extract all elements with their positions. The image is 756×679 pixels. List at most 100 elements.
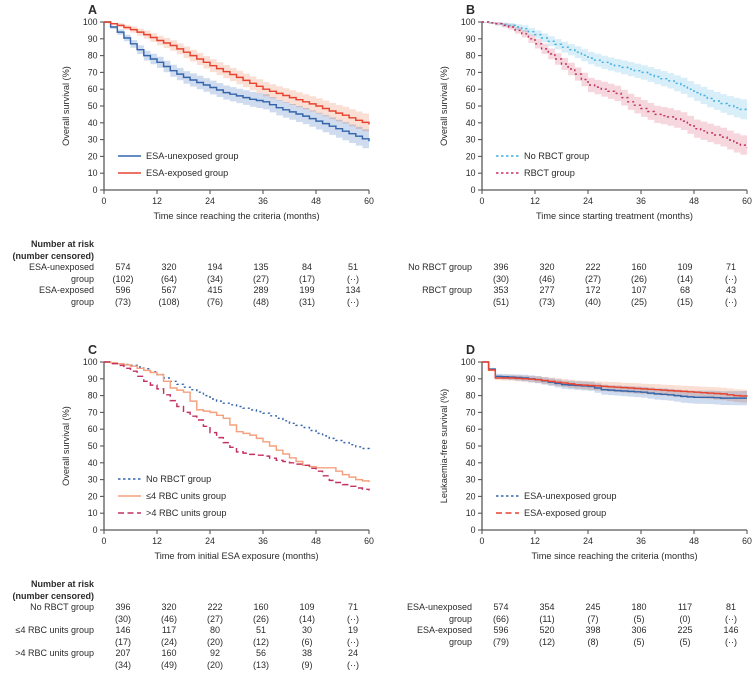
risk-count: 135 — [253, 262, 269, 272]
risk-count: 199 — [299, 285, 315, 295]
risk-count: 567 — [161, 285, 177, 295]
risk-row-label-cont: group — [70, 273, 94, 284]
risk-censored: (8) — [587, 636, 599, 647]
risk-table: No RBCT group 396 320 222 160 109 71 (30) (46) (2… — [0, 602, 378, 671]
risk-header-line2: (number censored) — [12, 590, 94, 601]
risk-row-label-cont: group — [70, 296, 94, 307]
risk-count: 38 — [301, 648, 312, 658]
legend-label: ESA-unexposed group — [524, 491, 616, 501]
x-tick-label: 12 — [152, 196, 162, 206]
risk-row-label-cont — [378, 297, 478, 309]
risk-censored: (12) — [252, 636, 269, 647]
y-tick-label: 40 — [88, 118, 98, 128]
risk-censored: (27) — [206, 613, 223, 624]
risk-censored: (14) — [676, 273, 693, 284]
risk-count: 81 — [725, 602, 736, 612]
legend: No RBCT group RBCT group — [496, 151, 589, 178]
risk-censored: (24) — [160, 636, 177, 647]
legend-label: No RBCT group — [146, 474, 211, 484]
x-axis-title: Time from initial ESA exposure (months) — [154, 551, 318, 561]
risk-count: 51 — [255, 625, 266, 635]
x-tick-label: 24 — [583, 196, 593, 206]
risk-count: 160 — [161, 648, 177, 658]
y-tick-label: 30 — [466, 135, 476, 145]
risk-count: 160 — [253, 602, 269, 612]
y-tick-label: 50 — [466, 441, 476, 451]
y-tick-label: 0 — [471, 185, 476, 195]
y-tick-label: 100 — [83, 357, 98, 367]
series-line-rbct-group — [482, 21, 748, 148]
risk-row-label: ESA-exposed — [416, 625, 472, 635]
y-tick-label: 60 — [466, 424, 476, 434]
risk-slot-D: Number at risk(number censored)ESA-unexp… — [378, 579, 756, 648]
risk-censored: (··) — [347, 273, 359, 284]
risk-censored: (102) — [112, 273, 134, 284]
risk-censored: (0) — [679, 613, 691, 624]
risk-slot-A: Number at risk (number censored) ESA-unexp… — [0, 239, 378, 308]
risk-row-label-cont: group — [448, 636, 472, 647]
risk-censored: (··) — [725, 613, 737, 624]
risk-header-line1: Number at risk — [30, 579, 94, 589]
risk-censored: (5) — [679, 636, 691, 647]
risk-count: 92 — [209, 648, 220, 658]
y-tick-label: 0 — [471, 525, 476, 535]
risk-count: 289 — [253, 285, 269, 295]
risk-count: 596 — [493, 625, 509, 635]
x-axis-title: Time since starting treatment (months) — [536, 211, 693, 221]
risk-count: 109 — [299, 602, 315, 612]
y-tick-label: 100 — [461, 17, 476, 27]
y-tick-label: 50 — [88, 101, 98, 111]
ci-band-esa-exposed-group — [482, 362, 747, 403]
risk-count: 574 — [115, 262, 131, 272]
risk-censored: (66) — [492, 613, 509, 624]
x-tick-label: 60 — [364, 196, 374, 206]
panel-letter-C: C — [88, 343, 97, 357]
risk-header: Number at risk (number censored) — [0, 579, 100, 602]
risk-count: 71 — [347, 602, 358, 612]
risk-censored: (··) — [347, 659, 359, 670]
risk-count: 398 — [585, 625, 601, 635]
risk-censored: (46) — [538, 273, 555, 284]
series-line-no-rbct-group — [104, 361, 370, 451]
risk-count: 574 — [493, 602, 509, 612]
series-line-≤4-rbc-units-group — [104, 361, 370, 483]
legend-label: ESA-unexposed group — [146, 151, 238, 161]
legend-label: >4 RBC units group — [146, 508, 226, 518]
risk-count: 68 — [679, 285, 690, 295]
risk-censored: (25) — [630, 296, 647, 307]
risk-censored: (13) — [252, 659, 269, 670]
risk-count: 225 — [677, 625, 693, 635]
risk-censored: (20) — [206, 659, 223, 670]
risk-censored: (31) — [298, 296, 315, 307]
risk-row-label: ESA-exposed — [38, 285, 94, 295]
risk-block-B: Number at risk(number censored)No RBCT g… — [378, 239, 756, 308]
risk-row-label: No RBCT group — [408, 262, 472, 272]
risk-censored: (··) — [725, 296, 737, 307]
x-tick-label: 0 — [480, 536, 485, 546]
chart-slot-A: A 0 10 20 30 40 50 60 70 80 90 100 0 12 24 36 48 60 Overal… — [0, 0, 378, 238]
x-tick-label: 0 — [102, 196, 107, 206]
risk-row-label: No RBCT group — [30, 602, 94, 612]
y-tick-label: 90 — [466, 374, 476, 384]
chart-slot-C: C 0 10 20 30 40 50 60 70 80 90 100 0 12 24 36 48 60 Overal… — [0, 340, 378, 578]
risk-row-label: ≤4 RBC units group — [15, 625, 94, 635]
risk-censored: (27) — [584, 273, 601, 284]
risk-count: 354 — [539, 602, 555, 612]
risk-count: 160 — [631, 262, 647, 272]
risk-censored: (79) — [492, 636, 509, 647]
y-tick-label: 50 — [88, 441, 98, 451]
risk-count: 320 — [539, 262, 555, 272]
risk-row-label: ESA-unexposed — [28, 262, 94, 272]
km-chart-A: A 0 10 20 30 40 50 60 70 80 90 100 0 12 24 36 48 60 Overal… — [61, 3, 374, 221]
risk-count: 245 — [585, 602, 601, 612]
risk-count: 320 — [161, 262, 177, 272]
legend-label: No RBCT group — [524, 151, 589, 161]
y-tick-label: 90 — [466, 34, 476, 44]
chart-slot-D: D 0 10 20 30 40 50 60 70 80 90 100 0 12 24 36 48 60 Leukae… — [378, 340, 756, 578]
risk-block-D: Number at risk(number censored)ESA-unexp… — [378, 579, 756, 648]
y-tick-label: 20 — [88, 151, 98, 161]
risk-censored: (30) — [114, 613, 131, 624]
risk-count: 24 — [347, 648, 358, 658]
risk-header-line2: (number censored) — [12, 250, 94, 261]
